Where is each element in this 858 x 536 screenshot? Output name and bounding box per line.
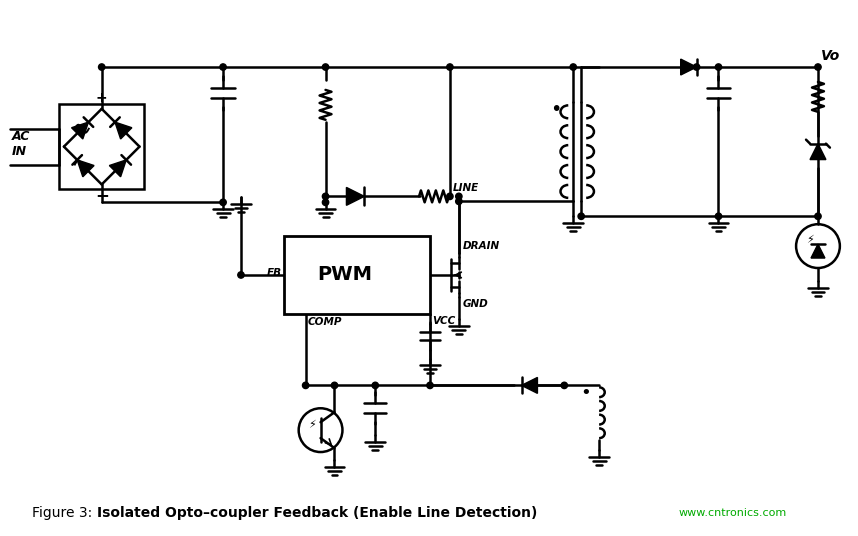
- Circle shape: [238, 272, 245, 278]
- Circle shape: [456, 193, 462, 199]
- Text: +: +: [96, 91, 107, 105]
- Text: •: •: [550, 100, 561, 120]
- Text: VCC: VCC: [432, 316, 456, 326]
- Circle shape: [447, 193, 453, 199]
- Circle shape: [331, 382, 338, 389]
- Text: Vo: Vo: [821, 49, 840, 63]
- Circle shape: [323, 64, 329, 70]
- Circle shape: [561, 382, 567, 389]
- Text: GND: GND: [462, 299, 488, 309]
- Polygon shape: [811, 244, 825, 258]
- Circle shape: [426, 382, 433, 389]
- Circle shape: [220, 199, 227, 205]
- Circle shape: [815, 64, 821, 70]
- Bar: [59, 104, 144, 189]
- Text: LINE: LINE: [453, 183, 479, 193]
- Circle shape: [220, 64, 227, 70]
- Circle shape: [372, 382, 378, 389]
- Text: −: −: [94, 187, 109, 204]
- Circle shape: [716, 64, 722, 70]
- Circle shape: [570, 64, 577, 70]
- Circle shape: [99, 64, 105, 70]
- Circle shape: [578, 213, 584, 219]
- Text: DRAIN: DRAIN: [462, 241, 500, 251]
- Circle shape: [303, 382, 309, 389]
- Circle shape: [447, 64, 453, 70]
- Polygon shape: [115, 122, 132, 139]
- Text: IN: IN: [12, 145, 27, 158]
- Text: •: •: [580, 384, 590, 403]
- Bar: [284, 236, 430, 314]
- Text: www.cntronics.com: www.cntronics.com: [679, 508, 787, 518]
- Polygon shape: [109, 160, 126, 177]
- Polygon shape: [680, 59, 697, 75]
- Circle shape: [693, 64, 700, 70]
- Circle shape: [815, 213, 821, 219]
- Text: ⚡: ⚡: [807, 235, 814, 245]
- Circle shape: [323, 193, 329, 199]
- Polygon shape: [71, 122, 88, 139]
- Circle shape: [323, 199, 329, 205]
- Text: ⚡: ⚡: [308, 420, 316, 430]
- Text: Isolated Opto–coupler Feedback (Enable Line Detection): Isolated Opto–coupler Feedback (Enable L…: [97, 506, 537, 520]
- Text: COMP: COMP: [308, 317, 342, 327]
- Polygon shape: [810, 144, 826, 160]
- Text: Figure 3:: Figure 3:: [32, 506, 101, 520]
- Circle shape: [456, 198, 462, 205]
- Text: AC: AC: [12, 130, 31, 143]
- Text: FB: FB: [267, 268, 281, 278]
- Text: PWM: PWM: [317, 265, 372, 285]
- Polygon shape: [77, 160, 94, 177]
- Polygon shape: [522, 377, 537, 393]
- Polygon shape: [347, 188, 365, 205]
- Circle shape: [716, 213, 722, 219]
